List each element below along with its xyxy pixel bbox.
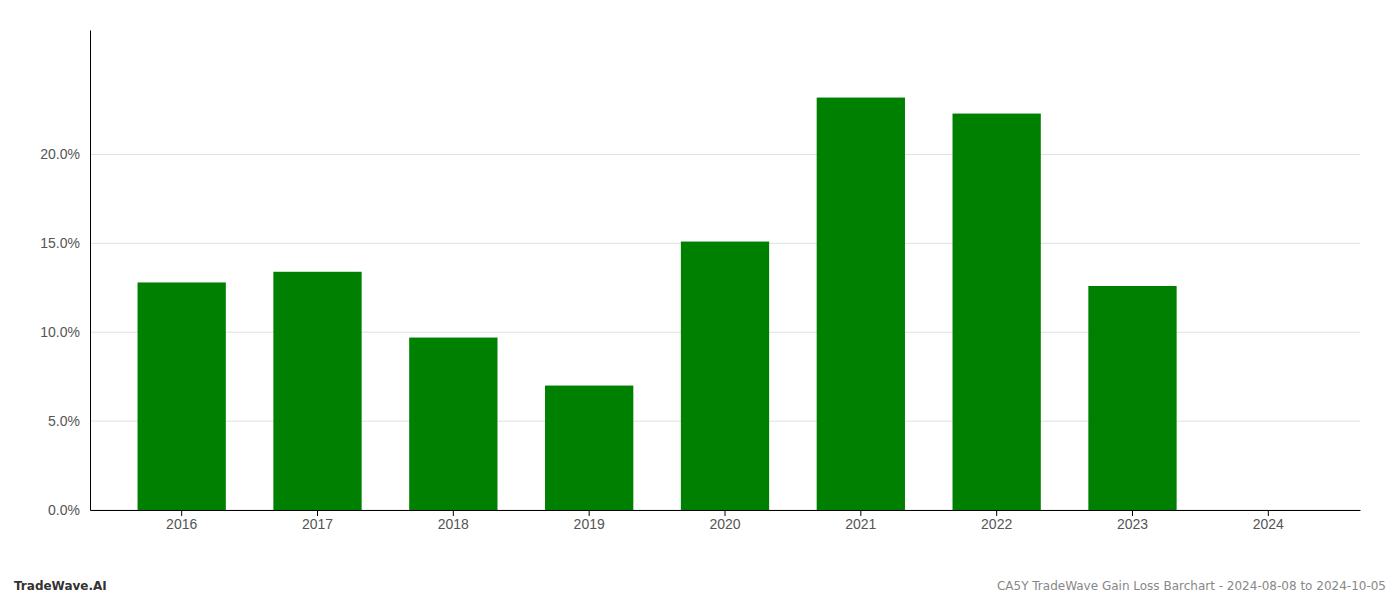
x-tick-label: 2016 bbox=[166, 516, 197, 532]
y-tick: 15.0% bbox=[40, 235, 90, 251]
footer-text: TradeWave.AI bbox=[14, 579, 107, 593]
grid-line bbox=[90, 154, 1360, 155]
grid bbox=[90, 154, 1360, 510]
x-tick: 2024 bbox=[1253, 510, 1284, 532]
bar bbox=[817, 98, 905, 510]
x-tick: 2019 bbox=[574, 510, 605, 532]
x-tick-label: 2023 bbox=[1117, 516, 1148, 532]
x-tick-label: 2017 bbox=[302, 516, 333, 532]
y-axis-line bbox=[90, 31, 91, 511]
y-tick: 20.0% bbox=[40, 146, 90, 162]
footer-text: CA5Y TradeWave Gain Loss Barchart - 2024… bbox=[997, 579, 1386, 593]
x-tick-label: 2018 bbox=[438, 516, 469, 532]
bar bbox=[545, 386, 633, 510]
y-tick-label: 10.0% bbox=[40, 324, 80, 340]
y-tick: 5.0% bbox=[48, 413, 90, 429]
bars bbox=[138, 98, 1177, 510]
y-tick: 10.0% bbox=[40, 324, 90, 340]
y-tick: 0.0% bbox=[48, 502, 90, 518]
x-tick-label: 2021 bbox=[845, 516, 876, 532]
y-axis: 0.0% 5.0% 10.0% 15.0% 20.0% bbox=[40, 31, 90, 518]
x-tick-label: 2019 bbox=[574, 516, 605, 532]
bar bbox=[953, 114, 1041, 510]
bar bbox=[409, 338, 497, 510]
bar bbox=[1224, 510, 1312, 511]
x-tick: 2016 bbox=[166, 510, 197, 532]
plot: 0.0%5.0%10.0%15.0%20.0%20162017201820192… bbox=[40, 31, 1360, 532]
x-tick-label: 2024 bbox=[1253, 516, 1284, 532]
y-tick-label: 20.0% bbox=[40, 146, 80, 162]
chart: 0.0%5.0%10.0%15.0%20.0%20162017201820192… bbox=[0, 0, 1400, 600]
x-tick-label: 2020 bbox=[709, 516, 740, 532]
y-tick-label: 15.0% bbox=[40, 235, 80, 251]
x-axis: 2016 2017 2018 2019 2020 2021 2022 2023 2024 bbox=[91, 510, 1361, 532]
x-tick: 2021 bbox=[845, 510, 876, 532]
bar bbox=[1088, 286, 1176, 510]
x-tick: 2017 bbox=[302, 510, 333, 532]
x-tick: 2020 bbox=[709, 510, 740, 532]
x-tick: 2022 bbox=[981, 510, 1012, 532]
x-tick: 2018 bbox=[438, 510, 469, 532]
bar bbox=[273, 272, 361, 510]
x-tick: 2023 bbox=[1117, 510, 1148, 532]
x-tick-label: 2022 bbox=[981, 516, 1012, 532]
bar bbox=[681, 242, 769, 510]
y-tick-label: 0.0% bbox=[48, 502, 80, 518]
y-tick-label: 5.0% bbox=[48, 413, 80, 429]
bar bbox=[138, 282, 226, 510]
